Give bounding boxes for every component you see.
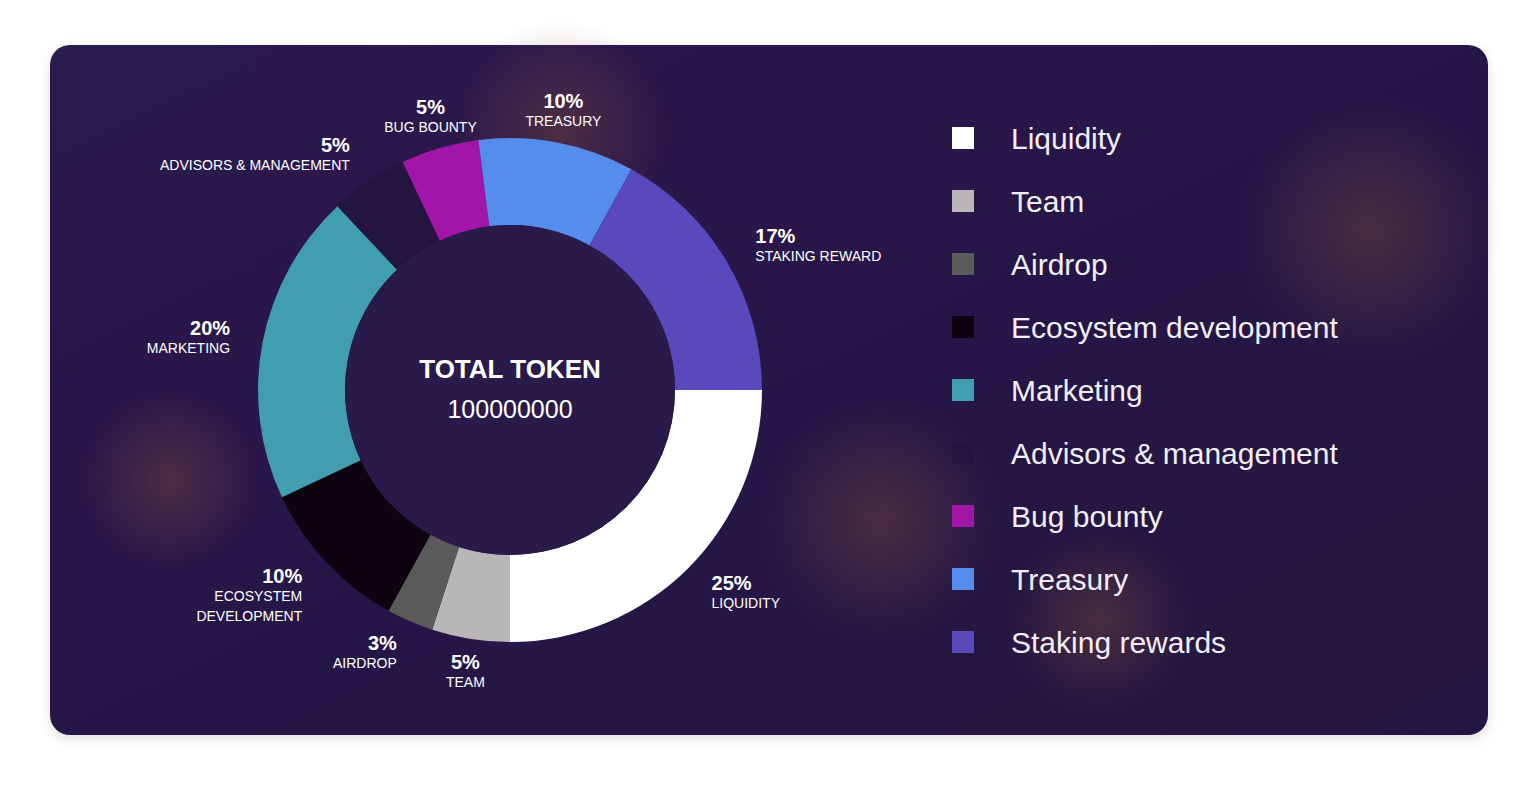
slice-label: ADVISORS & MANAGEMENT: [160, 157, 350, 173]
value-label: 5%: [321, 134, 350, 156]
legend-swatch: [952, 442, 974, 464]
value-label: 5%: [451, 651, 480, 673]
slice-label-line: TREASURY: [525, 113, 602, 129]
slice-label-line: ADVISORS & MANAGEMENT: [160, 157, 350, 173]
donut-hole: [345, 225, 675, 555]
legend-swatch: [952, 379, 974, 401]
chart-svg: 25%LIQUIDITY5%TEAM3%AIRDROP10%ECOSYSTEMD…: [0, 0, 1538, 789]
slice-label: ECOSYSTEM DEVELOPMENT: [196, 588, 302, 624]
background-glow: [80, 390, 260, 570]
slice-label-line: AIRDROP: [333, 655, 397, 671]
value-label: 3%: [368, 632, 397, 654]
legend: Liquidity Team Airdrop Ecosystem developmen…: [952, 122, 1338, 659]
data-labels: 25%LIQUIDITY5%TEAM3%AIRDROP10%ECOSYSTEMD…: [147, 90, 882, 690]
value-label: 17%: [755, 225, 795, 247]
slice-label: MARKETING: [147, 340, 230, 356]
legend-label: Ecosystem development: [1011, 311, 1338, 344]
slice-label: AIRDROP: [333, 655, 397, 671]
chart-root: 25%LIQUIDITY5%TEAM3%AIRDROP10%ECOSYSTEMD…: [0, 0, 1538, 789]
slice-label-line: LIQUIDITY: [712, 595, 781, 611]
slice-label: LIQUIDITY: [712, 595, 781, 611]
legend-label: Liquidity: [1011, 122, 1121, 155]
slice-label-line: TEAM: [446, 674, 485, 690]
slice-label: TREASURY: [525, 113, 602, 129]
slice-label: BUG BOUNTY: [384, 119, 477, 135]
center-total: 100000000: [447, 395, 572, 423]
slice-label-line: DEVELOPMENT: [196, 608, 302, 624]
legend-label: Staking rewards: [1011, 626, 1226, 659]
legend-label: Treasury: [1011, 563, 1128, 596]
legend-label: Team: [1011, 185, 1084, 218]
slice-label-line: MARKETING: [147, 340, 230, 356]
legend-label: Advisors & management: [1011, 437, 1338, 470]
legend-swatch: [952, 631, 974, 653]
value-label: 10%: [543, 90, 583, 112]
center-title: TOTAL TOKEN: [419, 354, 601, 384]
legend-swatch: [952, 127, 974, 149]
legend-swatch: [952, 568, 974, 590]
legend-label: Bug bounty: [1011, 500, 1163, 533]
value-label: 10%: [262, 565, 302, 587]
legend-swatch: [952, 190, 974, 212]
slices: [258, 138, 762, 642]
decoration: [80, 20, 1500, 710]
legend-swatch: [952, 253, 974, 275]
value-label: 25%: [712, 572, 752, 594]
slice-label: STAKING REWARD: [755, 248, 881, 264]
legend-label: Marketing: [1011, 374, 1143, 407]
background-glow: [1010, 530, 1190, 710]
donut-slice: [403, 140, 490, 241]
slice-label: TEAM: [446, 674, 485, 690]
legend-label: Airdrop: [1011, 248, 1108, 281]
slice-label-line: BUG BOUNTY: [384, 119, 477, 135]
slice-label-line: STAKING REWARD: [755, 248, 881, 264]
value-label: 5%: [416, 96, 445, 118]
legend-swatch: [952, 316, 974, 338]
legend-swatch: [952, 505, 974, 527]
value-label: 20%: [190, 317, 230, 339]
background-glow: [760, 400, 1000, 640]
slice-label-line: ECOSYSTEM: [214, 588, 302, 604]
